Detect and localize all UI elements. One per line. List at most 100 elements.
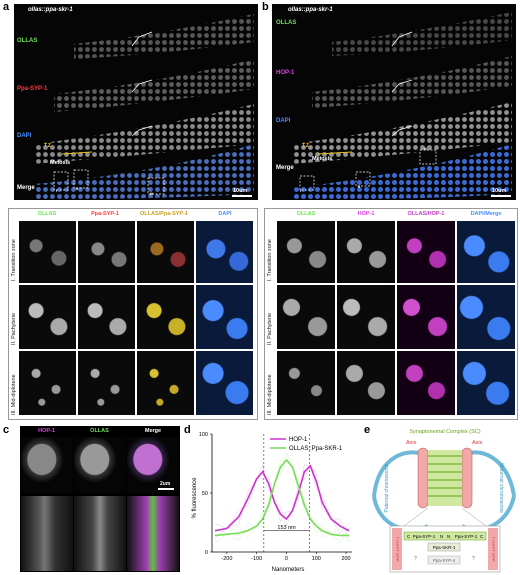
- panel-b-channel-2: HOP-1: [276, 70, 295, 76]
- chart-ylabel: % fluorescence: [192, 477, 198, 519]
- question-left: ?: [414, 556, 417, 562]
- transverse-filaments: [428, 455, 462, 497]
- left-axis: [417, 447, 429, 509]
- grid-left-tile-r2-c1: [19, 285, 76, 349]
- series-1-replicate-0: [214, 452, 350, 543]
- hop-left-label: HOP-1/HTP-1: [395, 536, 400, 562]
- panel-b-title: ollas::ppa-skr-1: [288, 7, 333, 13]
- grid-left-row-2-label: II. Pachytene: [11, 312, 17, 345]
- panel-c-scale-label: 2um: [160, 481, 171, 487]
- series-0-replicate-1: [214, 463, 350, 539]
- grid-right-row-3-label: III. Mid-diplotene: [267, 374, 273, 415]
- panel-a-gonad-svg: [34, 14, 254, 200]
- x-tick-label-2: 0: [285, 556, 288, 562]
- panel-c-top-2: [74, 437, 126, 493]
- grid-left-header-1: OLLAS: [37, 211, 57, 217]
- box-syp1-left: Ppa-SYP-1: [413, 534, 436, 539]
- zoom-line-left: [403, 507, 429, 527]
- panel-b-channel-1: OLLAS: [276, 20, 297, 26]
- x-tick-label-1: -100: [251, 556, 262, 562]
- panel-b-meiosis-label: Meiosis: [312, 156, 333, 162]
- syp1-bar: [403, 531, 487, 541]
- panel-c-bottom-2: [74, 496, 126, 571]
- grid-right-header-1: OLLAS: [296, 211, 316, 217]
- panel-a-roi-ii: ii: [76, 186, 79, 191]
- panel-c-bottom-1: [21, 496, 73, 571]
- panel-a-roi-iii: iii: [150, 191, 154, 196]
- legend-label-hop1: HOP-1: [289, 437, 308, 443]
- panel-b-letter: b: [262, 1, 269, 13]
- grid-left-tile-r3-c1: [19, 351, 76, 415]
- grid-left-tile-r2-c3: [137, 285, 194, 349]
- zoom-left-axis: [392, 528, 402, 570]
- panel-c: HOP-1 OLLAS Merge 2um: [20, 426, 180, 572]
- grid-left-header-2: Ppa-SYP-1: [91, 211, 119, 217]
- y-tick-label-0: 0: [205, 550, 208, 556]
- grid-right-tile-r2-c1: [277, 285, 335, 349]
- syp4-box: [427, 555, 461, 565]
- grid-right-header-3: OLLAS/HOP-1: [407, 211, 445, 217]
- zoom-line-right: [461, 507, 487, 527]
- panel-b-channel-3: DAPI: [276, 118, 291, 124]
- panel-c-bottom-3: [127, 496, 179, 571]
- axis-right-label: Axis: [472, 440, 483, 446]
- panel-b-roi-i: i: [300, 188, 302, 193]
- chart-series: [214, 452, 350, 543]
- grid-right-tile-r2-c3: [397, 285, 455, 349]
- grid-left-tile-r3-c2: [78, 351, 135, 415]
- grid-right-header-4: DAPI/Merge: [470, 211, 502, 217]
- grid-left-tile-r1-c4: [196, 221, 253, 283]
- grid-left-header-3: OLLAS/Ppa-SYP-1: [140, 211, 188, 217]
- axis-left-label: Axis: [406, 440, 417, 446]
- grid-right-row-2-label: II. Pachytene: [267, 312, 273, 345]
- panel-b-roi-iii: iii: [424, 146, 428, 151]
- panel-a-tz-label: T.Z: [44, 143, 51, 149]
- chart-annotation: 153 nm: [277, 525, 296, 531]
- panel-a-channel-2: Ppa-SYP-1: [17, 86, 48, 92]
- box-n-right: N: [447, 534, 450, 539]
- panel-c-header-1: HOP-1: [38, 428, 55, 434]
- panel-b-channel-4: Merge: [276, 165, 294, 171]
- grid-left-tile-r1-c1: [19, 221, 76, 283]
- grid-right-tile-r3-c3: [397, 351, 455, 415]
- grid-right-tile-r2-c2: [337, 285, 395, 349]
- panel-a-letter: a: [3, 1, 10, 13]
- fluorescence-chart: -200 -100 0 100 200 0 50 100 Nanometers % fluor…: [192, 432, 352, 573]
- panel-b-micrograph: [272, 4, 516, 200]
- series-line-1: [214, 458, 350, 537]
- paternal-label: Paternal chromosome: [384, 463, 390, 512]
- hop-right-label: HOP-1/HTP-1: [491, 536, 496, 562]
- panel-a-roi-i: i: [56, 188, 58, 193]
- panel-d-letter: d: [184, 424, 191, 436]
- series-line-0: [214, 464, 350, 532]
- maternal-label: Maternal chromosome: [498, 463, 504, 513]
- legend-label-ollas: OLLAS::Ppa-SKR-1: [289, 446, 343, 452]
- grid-right-tile-r1-c4: [457, 221, 515, 283]
- box-c-right: C: [480, 534, 484, 539]
- panel-c-top-3: [127, 437, 179, 493]
- panel-b-scalebar: [491, 195, 511, 197]
- panel-a-title: ollas::ppa-skr-1: [28, 7, 73, 13]
- grid-left-tile-r3-c3: [137, 351, 194, 415]
- panel-b-gonad-svg: [292, 12, 512, 200]
- zoom-right-axis: [488, 528, 498, 570]
- grid-left-tile-r1-c2: [78, 221, 135, 283]
- panel-a-channel-1: OLLAS: [17, 38, 38, 44]
- panel-a-micrograph: [14, 4, 258, 200]
- series-0-replicate-0: [214, 464, 350, 534]
- panel-b-tz-label: T.Z: [302, 143, 309, 149]
- box-syp1-right: Ppa-SYP-1: [455, 534, 478, 539]
- grid-right-tile-r1-c3: [397, 221, 455, 283]
- chart-legend: HOP-1 OLLAS::Ppa-SKR-1: [270, 437, 343, 452]
- box-c-left: C: [407, 534, 411, 539]
- question-right: ?: [472, 556, 475, 562]
- grid-right: OLLAS HOP-1 OLLAS/HOP-1 DAPI/Merge I. Tr…: [264, 208, 518, 420]
- x-tick-label-3: 100: [312, 556, 321, 562]
- y-tick-label-2: 100: [199, 432, 208, 438]
- panel-c-letter: c: [3, 424, 10, 436]
- grid-left-tile-r3-c4: [196, 351, 253, 415]
- grid-right-tile-r1-c2: [337, 221, 395, 283]
- x-tick-label-0: -200: [221, 556, 232, 562]
- grid-left: OLLAS Ppa-SYP-1 OLLAS/Ppa-SYP-1 DAPI I. …: [8, 208, 258, 420]
- y-tick-label-1: 50: [202, 491, 208, 497]
